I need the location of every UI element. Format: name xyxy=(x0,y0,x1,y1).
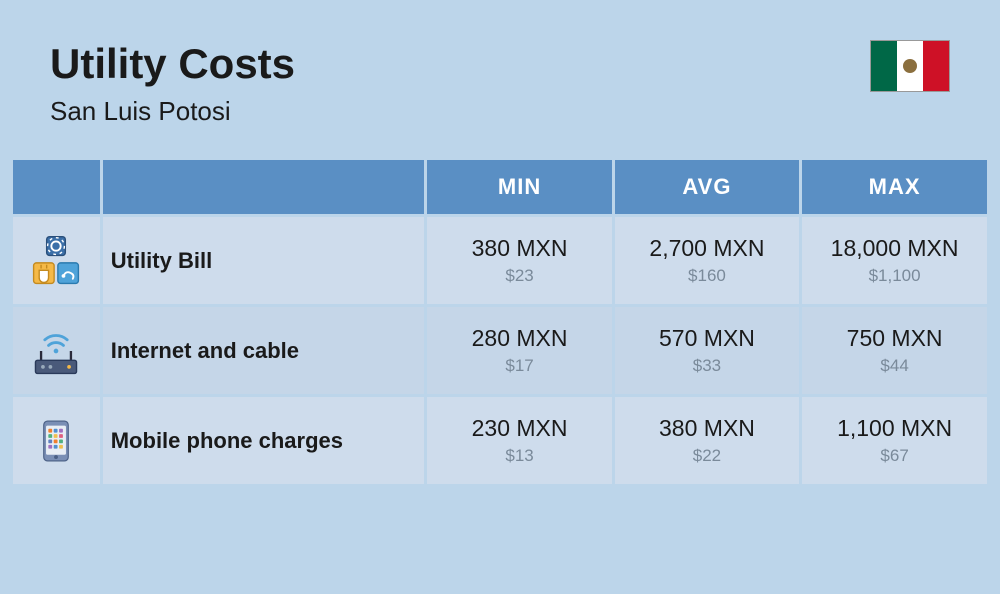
row-icon-cell xyxy=(12,216,102,306)
row-label: Mobile phone charges xyxy=(101,396,426,486)
row-icon-cell xyxy=(12,396,102,486)
table-row: Internet and cable 280 MXN $17 570 MXN $… xyxy=(12,306,989,396)
value-usd: $33 xyxy=(627,356,787,376)
row-label: Internet and cable xyxy=(101,306,426,396)
flag-stripe-green xyxy=(871,41,897,91)
header-name-col xyxy=(101,159,426,216)
row-avg: 380 MXN $22 xyxy=(613,396,800,486)
table-row: Mobile phone charges 230 MXN $13 380 MXN… xyxy=(12,396,989,486)
value-mxn: 750 MXN xyxy=(814,325,975,352)
row-avg: 2,700 MXN $160 xyxy=(613,216,800,306)
row-max: 1,100 MXN $67 xyxy=(801,396,989,486)
value-usd: $1,100 xyxy=(814,266,975,286)
utility-icon xyxy=(26,231,86,291)
header-max: MAX xyxy=(801,159,989,216)
row-avg: 570 MXN $33 xyxy=(613,306,800,396)
value-usd: $23 xyxy=(439,266,599,286)
header-icon-col xyxy=(12,159,102,216)
value-mxn: 2,700 MXN xyxy=(627,235,787,262)
value-mxn: 280 MXN xyxy=(439,325,599,352)
row-max: 18,000 MXN $1,100 xyxy=(801,216,989,306)
value-usd: $44 xyxy=(814,356,975,376)
row-max: 750 MXN $44 xyxy=(801,306,989,396)
mexico-flag-icon xyxy=(870,40,950,92)
value-mxn: 380 MXN xyxy=(439,235,599,262)
flag-stripe-red xyxy=(923,41,949,91)
value-usd: $22 xyxy=(627,446,787,466)
row-icon-cell xyxy=(12,306,102,396)
value-mxn: 18,000 MXN xyxy=(814,235,975,262)
value-usd: $160 xyxy=(627,266,787,286)
header-avg: AVG xyxy=(613,159,800,216)
header-min: MIN xyxy=(426,159,613,216)
value-usd: $17 xyxy=(439,356,599,376)
page-subtitle: San Luis Potosi xyxy=(50,96,295,127)
flag-stripe-white xyxy=(897,41,923,91)
router-icon xyxy=(26,321,86,381)
utility-costs-table: MIN AVG MAX xyxy=(10,157,990,487)
row-min: 230 MXN $13 xyxy=(426,396,613,486)
row-min: 280 MXN $17 xyxy=(426,306,613,396)
table-header-row: MIN AVG MAX xyxy=(12,159,989,216)
phone-icon xyxy=(26,411,86,471)
value-mxn: 570 MXN xyxy=(627,325,787,352)
row-min: 380 MXN $23 xyxy=(426,216,613,306)
value-usd: $13 xyxy=(439,446,599,466)
value-mxn: 380 MXN xyxy=(627,415,787,442)
flag-emblem xyxy=(903,59,917,73)
value-mxn: 1,100 MXN xyxy=(814,415,975,442)
header: Utility Costs San Luis Potosi xyxy=(0,0,1000,157)
table-row: Utility Bill 380 MXN $23 2,700 MXN $160 … xyxy=(12,216,989,306)
value-usd: $67 xyxy=(814,446,975,466)
page-title: Utility Costs xyxy=(50,40,295,88)
title-block: Utility Costs San Luis Potosi xyxy=(50,40,295,127)
row-label: Utility Bill xyxy=(101,216,426,306)
value-mxn: 230 MXN xyxy=(439,415,599,442)
